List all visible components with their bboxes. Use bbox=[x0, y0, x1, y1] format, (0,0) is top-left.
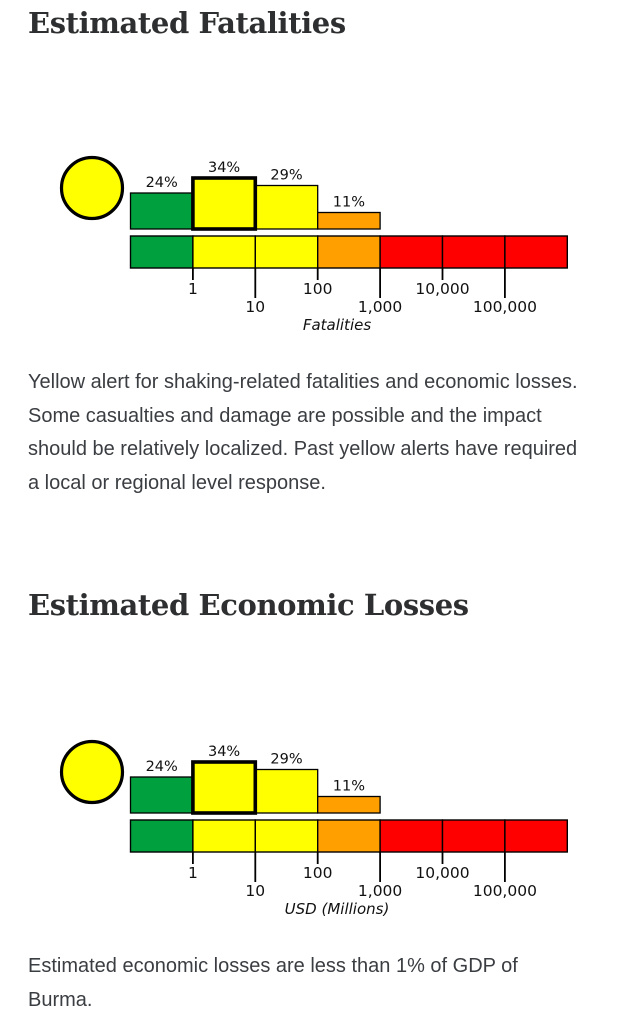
axis-tick-label-100,000: 100,000 bbox=[473, 298, 537, 316]
histogram-bar-label-3: 11% bbox=[333, 779, 365, 795]
axis-tick-label-100: 100 bbox=[303, 864, 333, 882]
axis-tick-label-1,000: 1,000 bbox=[358, 298, 402, 316]
scale-segment-4 bbox=[379, 235, 444, 269]
economic-losses-description: Estimated economic losses are less than … bbox=[28, 955, 518, 1011]
fatalities-description: Yellow alert for shaking-related fatalit… bbox=[28, 371, 578, 494]
histogram-bar-label-1: 34% bbox=[208, 744, 240, 760]
scale-segment-0 bbox=[129, 235, 194, 269]
scale-segment-2 bbox=[254, 235, 319, 269]
scale-segment-3 bbox=[317, 235, 381, 269]
scale-segment-6 bbox=[504, 235, 568, 269]
axis-tick-label-1,000: 1,000 bbox=[358, 882, 402, 900]
scale-segment-2 bbox=[254, 819, 319, 853]
scale-segment-6 bbox=[504, 819, 568, 853]
alert-level-circle bbox=[59, 155, 125, 221]
scale-segment-3 bbox=[317, 819, 381, 853]
histogram-bar-3 bbox=[317, 795, 381, 814]
axis-tick-label-100: 100 bbox=[303, 280, 333, 298]
axis-title: Fatalities bbox=[303, 316, 372, 334]
axis-title: USD (Millions) bbox=[285, 900, 390, 918]
scale-segment-5 bbox=[441, 819, 506, 853]
histogram-bar-label-0: 24% bbox=[146, 175, 178, 191]
histogram-bar-0 bbox=[129, 192, 194, 230]
axis-tick-label-1: 1 bbox=[188, 864, 198, 882]
scale-segment-0 bbox=[129, 819, 194, 853]
histogram-bar-2 bbox=[254, 768, 319, 814]
axis-tick-label-100,000: 100,000 bbox=[473, 882, 537, 900]
axis-tick-label-10,000: 10,000 bbox=[415, 280, 469, 298]
economic-losses-heading: Estimated Economic Losses bbox=[28, 588, 469, 622]
histogram-bar-1 bbox=[191, 760, 258, 815]
histogram-bar-2 bbox=[254, 184, 319, 230]
histogram-bar-0 bbox=[129, 776, 194, 814]
axis-tick-label-10,000: 10,000 bbox=[415, 864, 469, 882]
fatalities-heading: Estimated Fatalities bbox=[28, 6, 346, 40]
histogram-bar-3 bbox=[317, 211, 381, 230]
axis-tick-label-10: 10 bbox=[245, 882, 265, 900]
scale-segment-1 bbox=[192, 819, 256, 853]
histogram-bar-label-1: 34% bbox=[208, 160, 240, 176]
axis-tick-label-10: 10 bbox=[245, 298, 265, 316]
alert-level-circle bbox=[59, 739, 125, 805]
histogram-bar-label-0: 24% bbox=[146, 759, 178, 775]
scale-segment-4 bbox=[379, 819, 444, 853]
histogram-bar-1 bbox=[191, 176, 258, 231]
histogram-bar-label-3: 11% bbox=[333, 195, 365, 211]
axis-tick-label-1: 1 bbox=[188, 280, 198, 298]
histogram-bar-label-2: 29% bbox=[270, 752, 302, 768]
scale-segment-1 bbox=[192, 235, 256, 269]
scale-segment-5 bbox=[441, 235, 506, 269]
histogram-bar-label-2: 29% bbox=[270, 168, 302, 184]
